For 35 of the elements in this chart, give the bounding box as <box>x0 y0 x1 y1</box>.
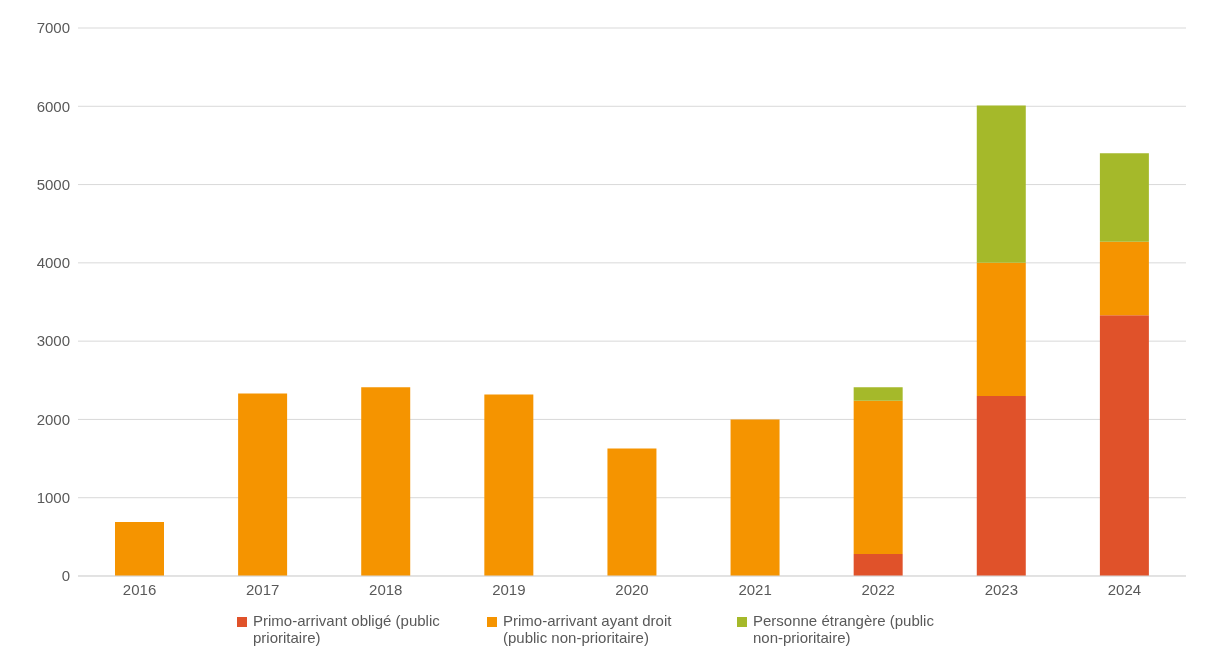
x-tick-label: 2021 <box>738 580 772 598</box>
bar <box>853 387 903 401</box>
x-tick-label: 2016 <box>122 580 157 598</box>
bar <box>1099 241 1149 316</box>
y-tick-label: 5000 <box>36 175 70 193</box>
legend-label: Primo-arrivant ayant droit (public non-prioritaire) <box>503 612 673 646</box>
y-tick-label: 4000 <box>36 254 70 272</box>
x-tick-label: 2022 <box>861 580 895 598</box>
y-tick-label: 2000 <box>36 410 70 428</box>
y-tick-label: 6000 <box>36 97 70 115</box>
x-tick-label: 2017 <box>245 580 280 598</box>
y-tick-label: 7000 <box>36 19 70 37</box>
bar <box>361 387 411 576</box>
bar <box>115 521 164 576</box>
bar <box>484 394 534 576</box>
bar <box>1099 153 1149 242</box>
y-tick-label: 0 <box>61 567 70 585</box>
legend-label: Personne étrangère (public non-prioritaire) <box>753 612 935 646</box>
bar <box>730 419 780 576</box>
y-tick-label: 1000 <box>36 489 70 507</box>
bar <box>607 448 657 576</box>
y-tick-label: 3000 <box>36 332 70 350</box>
bar <box>1099 315 1149 576</box>
bar <box>853 400 903 555</box>
x-tick-label: 2023 <box>984 580 1019 598</box>
bar <box>238 393 288 576</box>
bar <box>853 554 903 576</box>
bar <box>976 262 1026 396</box>
bar <box>976 395 1026 576</box>
legend-label: Primo-arrivant obligé (public prioritaire) <box>253 612 441 646</box>
bar <box>976 105 1026 263</box>
x-tick-label: 2018 <box>369 580 403 598</box>
x-tick-label: 2019 <box>492 580 526 598</box>
x-tick-label: 2024 <box>1107 580 1142 598</box>
x-tick-label: 2020 <box>615 580 649 598</box>
